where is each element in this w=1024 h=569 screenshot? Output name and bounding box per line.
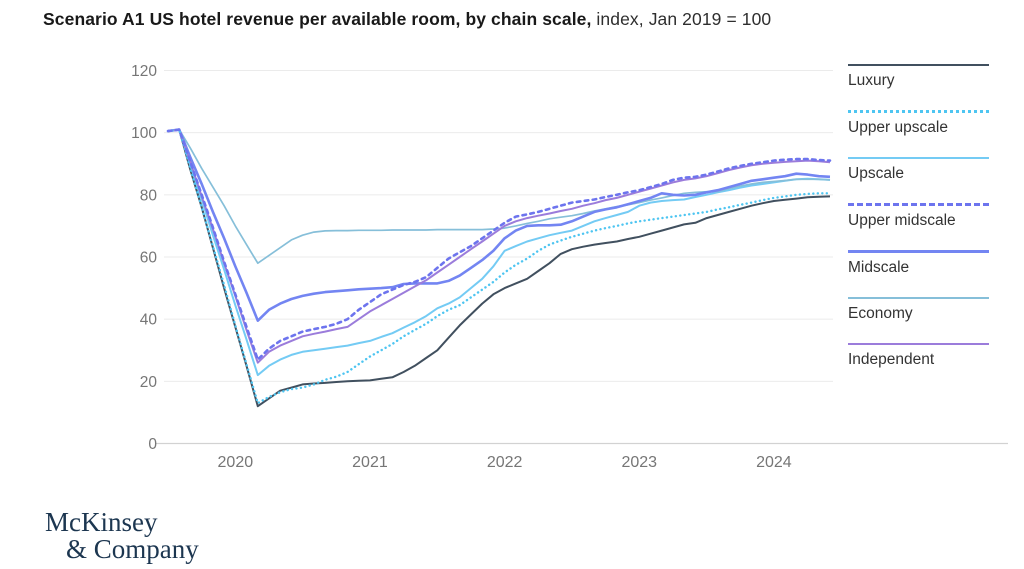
legend-swatch-economy (848, 297, 989, 299)
mckinsey-logo: McKinsey & Company (45, 509, 199, 563)
chart-legend: Luxury Upper upscale Upscale Upper midsc… (848, 64, 1008, 389)
legend-swatch-upper-upscale (848, 110, 989, 113)
series-upper-upscale (166, 128, 832, 405)
y-tick-label: 20 (140, 374, 158, 391)
y-tick-label: 60 (140, 250, 158, 267)
legend-item-economy: Economy (848, 297, 1008, 324)
legend-swatch-independent (848, 343, 989, 345)
legend-item-midscale: Midscale (848, 250, 1008, 278)
legend-swatch-upscale (848, 157, 989, 159)
legend-item-luxury: Luxury (848, 64, 1008, 91)
legend-swatch-midscale (848, 250, 989, 253)
y-tick-label: 40 (140, 312, 158, 329)
logo-line1: McKinsey (45, 507, 158, 537)
legend-label: Upscale (848, 165, 904, 182)
x-tick-label: 2024 (756, 454, 792, 471)
series-upper-midscale (166, 128, 832, 361)
legend-item-upper-upscale: Upper upscale (848, 110, 1008, 138)
series-luxury (167, 128, 831, 408)
series-upscale (167, 128, 831, 377)
legend-item-upper-midscale: Upper midscale (848, 203, 1008, 231)
legend-label: Upper midscale (848, 212, 956, 229)
legend-item-upscale: Upscale (848, 157, 1008, 184)
logo-line2: & Company (66, 534, 199, 564)
legend-label: Luxury (848, 72, 895, 89)
y-tick-label: 80 (140, 187, 158, 204)
x-tick-label: 2021 (352, 454, 388, 471)
chart-title: Scenario A1 US hotel revenue per availab… (43, 9, 771, 30)
legend-label: Upper upscale (848, 119, 948, 136)
y-tick-label: 120 (131, 63, 157, 80)
chart-title-units: index, Jan 2019 = 100 (591, 9, 772, 29)
x-tick-label: 2023 (621, 454, 657, 471)
y-tick-label: 0 (148, 436, 157, 453)
legend-label: Midscale (848, 259, 910, 276)
legend-item-independent: Independent (848, 343, 1008, 370)
x-tick-label: 2020 (218, 454, 254, 471)
y-tick-label: 100 (131, 125, 157, 142)
series-independent (167, 128, 831, 364)
legend-label: Economy (848, 305, 913, 322)
series-economy (167, 128, 831, 265)
chart-title-main: Scenario A1 US hotel revenue per availab… (43, 9, 592, 29)
x-tick-label: 2022 (487, 454, 523, 471)
legend-swatch-luxury (848, 64, 989, 66)
legend-swatch-upper-midscale (848, 203, 989, 206)
series-midscale (167, 128, 831, 323)
legend-label: Independent (848, 351, 935, 368)
